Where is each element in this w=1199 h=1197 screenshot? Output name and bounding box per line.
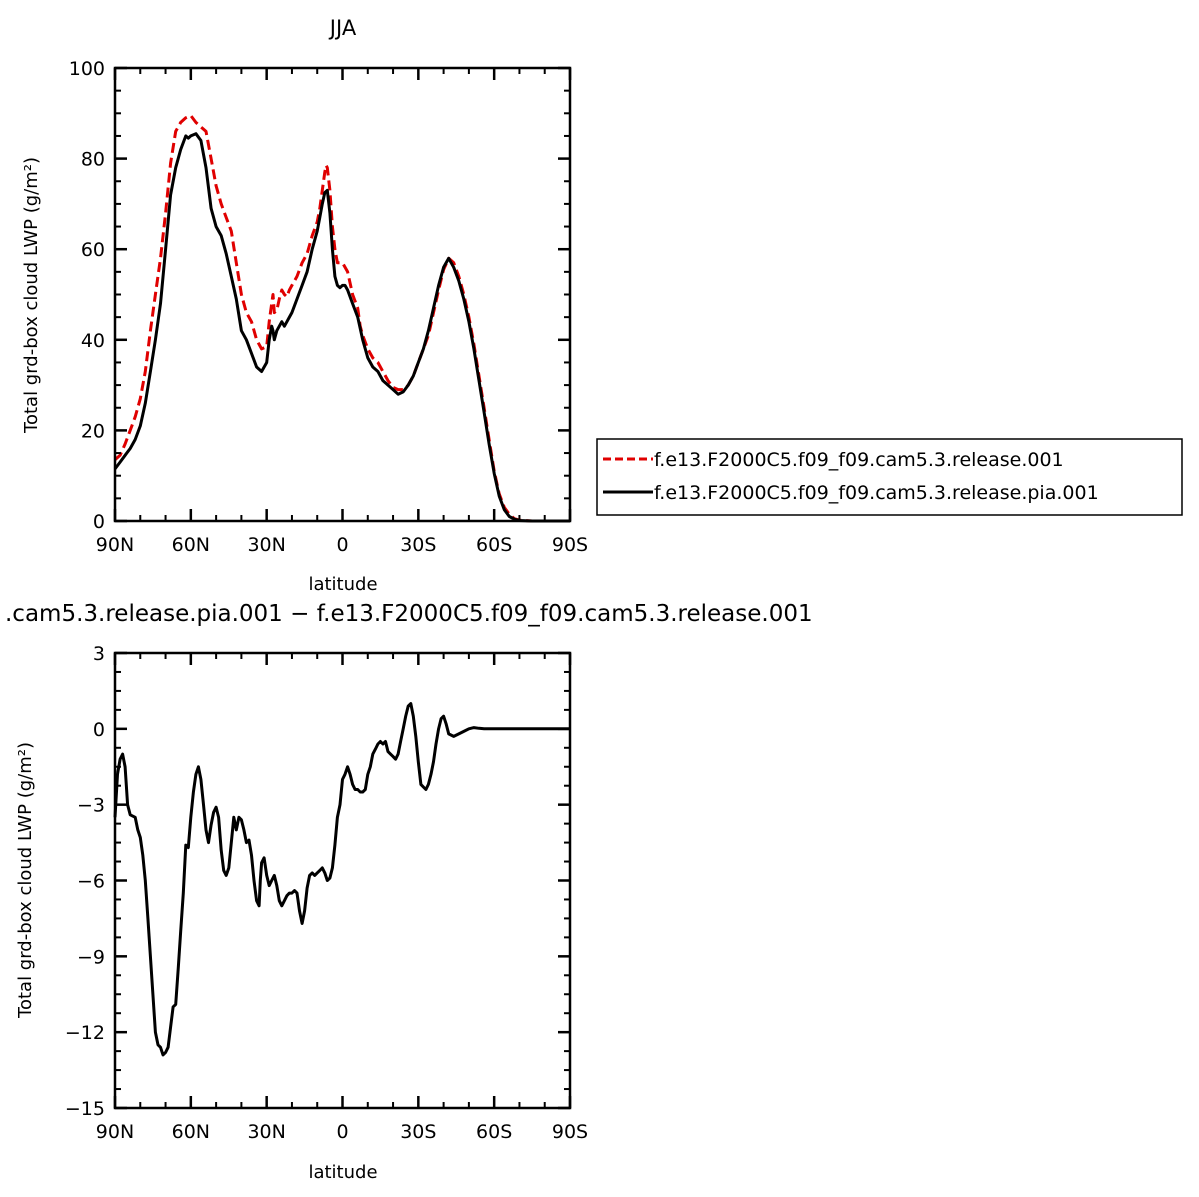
y-tick-label: 60	[81, 239, 105, 261]
y-tick-label: −15	[65, 1098, 105, 1120]
x-tick-label: 90N	[96, 1121, 134, 1143]
y-tick-label: 100	[69, 58, 105, 80]
legend-box	[596, 438, 1183, 516]
legend: f.e13.F2000C5.f09_f09.cam5.3.release.001…	[596, 438, 1183, 516]
bottom-x-axis-label: latitude	[308, 1162, 377, 1183]
y-tick-label: 80	[81, 149, 105, 171]
y-tick-label: 3	[93, 643, 105, 665]
series-line-2	[113, 132, 570, 523]
x-tick-label: 30N	[247, 534, 285, 556]
legend-entry-1: f.e13.F2000C5.f09_f09.cam5.3.release.001	[654, 449, 1064, 471]
y-tick-label: 0	[93, 511, 105, 533]
x-tick-label: 60N	[172, 1121, 210, 1143]
bottom-series-layer	[113, 702, 570, 1057]
bottom-panel: .cam5.3.release.pia.001 − f.e13.F2000C5.…	[5, 601, 813, 1183]
x-tick-label: 30S	[400, 534, 436, 556]
top-series-layer	[113, 114, 570, 523]
x-tick-label: 60S	[476, 534, 512, 556]
top-ticks-layer: 90N 60N 30N 0 30S 60S 90S 0 20 40 60 80 100	[69, 58, 588, 556]
x-tick-label: 90N	[96, 534, 134, 556]
y-tick-label: −9	[77, 946, 105, 968]
series-line-1	[113, 702, 570, 1057]
bottom-ticks-layer: 90N 60N 30N 0 30S 60S 90S 3 0 −3 −6 −9 −12 −15	[65, 643, 588, 1143]
top-y-axis-label: Total grd-box cloud LWP (g/m²)	[21, 157, 42, 434]
top-chart-title: JJA	[328, 16, 357, 40]
x-tick-label: 30S	[400, 1121, 436, 1143]
series-line-1	[114, 114, 570, 523]
y-tick-label: 0	[93, 719, 105, 741]
x-tick-label: 90S	[552, 1121, 588, 1143]
x-tick-label: 0	[336, 1121, 348, 1143]
x-tick-label: 30N	[247, 1121, 285, 1143]
top-x-axis-label: latitude	[308, 574, 377, 595]
y-tick-label: −12	[65, 1022, 105, 1044]
bottom-y-axis-label: Total grd-box cloud LWP (g/m²)	[15, 742, 36, 1019]
top-panel: JJA 90N 60N 30N 0 30S 60S 90S 0 20 40 60 80 100 lati…	[21, 16, 588, 595]
y-tick-label: 40	[81, 330, 105, 352]
top-plot-frame	[113, 66, 572, 523]
x-tick-label: 60S	[476, 1121, 512, 1143]
x-tick-label: 60N	[172, 534, 210, 556]
y-tick-label: −3	[77, 795, 105, 817]
y-tick-label: −6	[77, 871, 105, 893]
y-tick-label: 20	[81, 420, 105, 442]
legend-entry-2: f.e13.F2000C5.f09_f09.cam5.3.release.pia…	[654, 482, 1099, 504]
x-tick-label: 90S	[552, 534, 588, 556]
x-tick-label: 0	[336, 534, 348, 556]
bottom-chart-title: .cam5.3.release.pia.001 − f.e13.F2000C5.…	[5, 601, 813, 627]
